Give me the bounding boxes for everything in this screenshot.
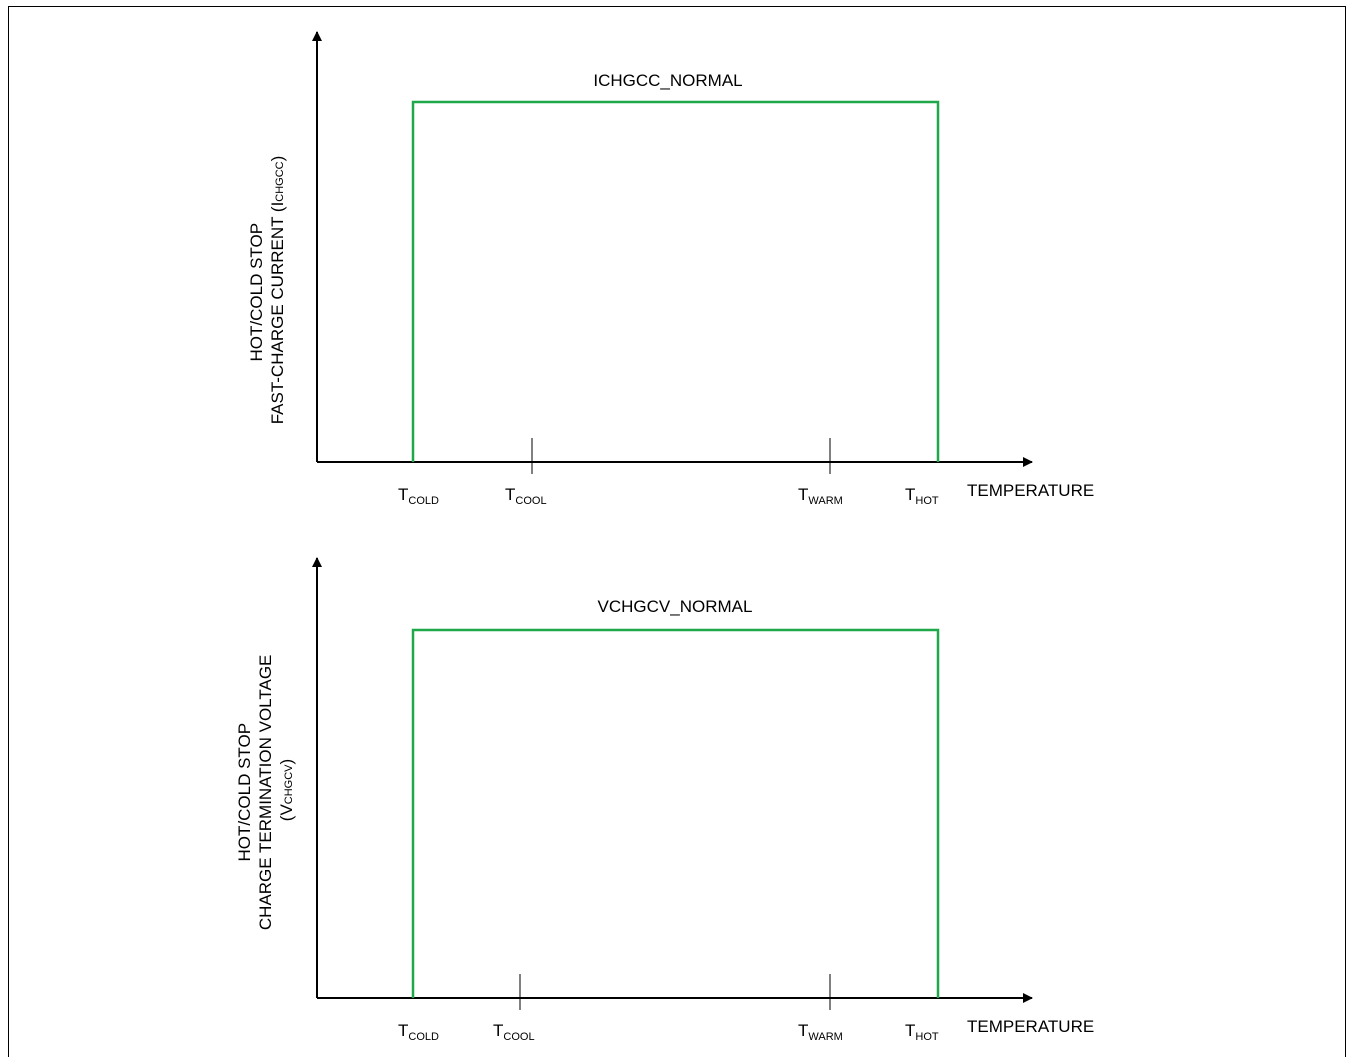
tick-label-cool: TCOOL: [505, 485, 547, 507]
tick-label-cool: TCOOL: [493, 1021, 535, 1043]
figure-frame: [8, 6, 1346, 1057]
tick-label-cold: TCOLD: [398, 1021, 439, 1043]
current-curve: [411, 100, 940, 462]
tick-label-cold: TCOLD: [398, 485, 439, 507]
chart-fast-charge-current: ICHGCC_NORMAL TCOLD TCOOL TWARM THOT TEM…: [247, 31, 1094, 507]
tick-label-warm: TWARM: [798, 1021, 843, 1043]
level-label: VCHGCV_NORMAL: [598, 597, 753, 616]
y-axis-label: HOT/COLD STOP CHARGE TERMINATION VOLTAGE…: [235, 650, 296, 930]
tick-label-warm: TWARM: [798, 485, 843, 507]
tick-label-hot: THOT: [905, 1021, 939, 1043]
tick-label-hot: THOT: [905, 485, 939, 507]
chart-charge-termination-voltage: VCHGCV_NORMAL TCOLD TCOOL TWARM THOT TEM…: [235, 557, 1094, 1043]
y-axis-label: HOT/COLD STOP FAST-CHARGE CURRENT (ICHGC…: [247, 156, 287, 425]
level-label: ICHGCC_NORMAL: [593, 71, 742, 90]
x-axis-label: TEMPERATURE: [967, 481, 1094, 500]
x-axis-label: TEMPERATURE: [967, 1017, 1094, 1036]
voltage-curve: [411, 628, 940, 998]
